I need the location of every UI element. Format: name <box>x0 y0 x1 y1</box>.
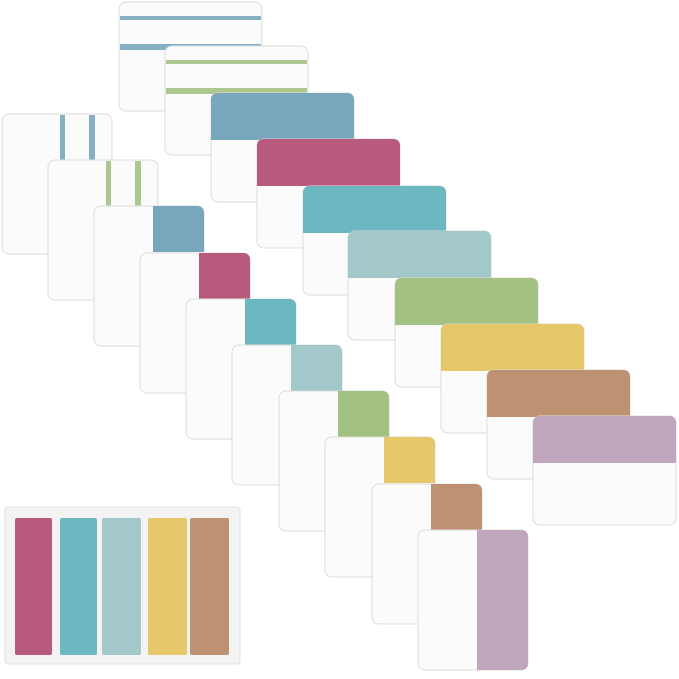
color-tab <box>245 299 296 345</box>
flag-strip <box>60 518 97 655</box>
color-tab <box>477 530 528 670</box>
color-tab <box>291 345 342 391</box>
flag-strip <box>148 518 187 655</box>
color-tab <box>199 253 250 299</box>
color-band <box>441 324 584 371</box>
stripe <box>166 88 307 94</box>
stripe <box>120 16 261 20</box>
color-tab <box>384 437 435 483</box>
flag-strip <box>15 518 52 655</box>
color-band <box>257 139 400 186</box>
color-tab <box>338 391 389 437</box>
color-tab <box>153 206 204 252</box>
color-band <box>487 370 630 417</box>
color-band <box>303 186 446 233</box>
color-band <box>533 416 676 463</box>
stripe <box>166 60 307 64</box>
color-tab <box>431 484 482 530</box>
flag-strip <box>190 518 229 655</box>
color-band <box>348 231 491 278</box>
color-band <box>211 93 354 140</box>
color-band <box>395 278 538 325</box>
flag-strip <box>102 518 141 655</box>
